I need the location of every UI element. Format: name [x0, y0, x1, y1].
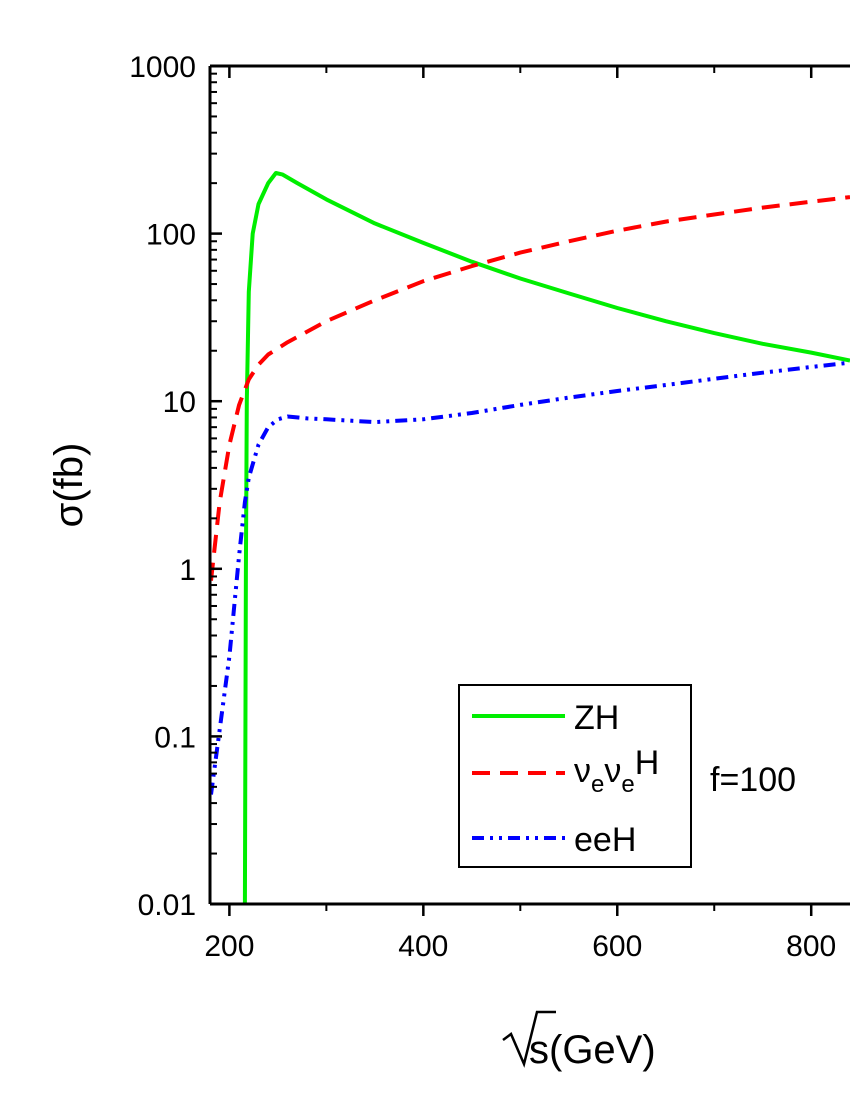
x-tick-label: 400 — [398, 930, 448, 963]
sqrt-symbol — [502, 1010, 556, 1068]
legend-sub-e-2: e — [621, 771, 634, 798]
axes-layer — [208, 64, 850, 906]
x-axis-title: s(GeV) — [529, 1028, 656, 1072]
annotation-f-value: f=100 — [710, 761, 796, 799]
y-tick-label: 0.1 — [154, 721, 196, 754]
y-tick-label: 1000 — [129, 51, 196, 84]
legend-sub-e-1: e — [591, 771, 604, 798]
y-tick-label: 0.01 — [138, 889, 196, 922]
legend-label-zh: ZH — [574, 699, 619, 737]
series-line-0 — [242, 171, 850, 905]
x-tick-label: 600 — [592, 930, 642, 963]
y-tick-label: 1 — [179, 554, 196, 587]
y-axis-title: σ(fb) — [47, 443, 91, 528]
series-line-1 — [209, 195, 850, 581]
legend-label-nunuh: νeνeH — [574, 744, 659, 798]
legend-nu-1: ν — [574, 752, 591, 790]
y-tick-label: 10 — [163, 386, 196, 419]
series-layer — [209, 171, 850, 905]
legend-h: H — [635, 744, 660, 782]
legend-nu-2: ν — [604, 752, 621, 790]
y-tick-label: 100 — [146, 219, 196, 252]
x-tick-label: 200 — [204, 930, 254, 963]
x-axis-title-group: s(GeV) — [502, 1010, 656, 1072]
x-tick-label: 800 — [786, 930, 836, 963]
ticks-layer: 0.01 0.1 1 10 100 1000 200 400 600 800 — [129, 51, 836, 963]
legend: ZH νeνeH eeH — [458, 684, 692, 868]
legend-label-eeh: eeH — [574, 821, 636, 859]
series-line-2 — [209, 360, 850, 795]
